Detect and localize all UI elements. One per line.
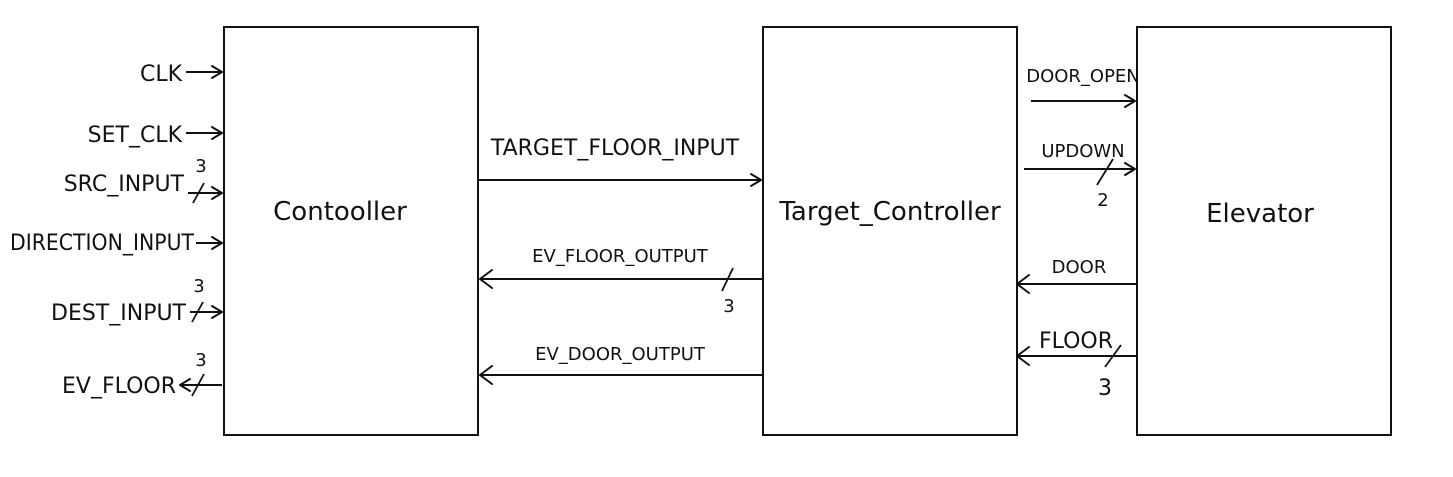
ev-floor-width: 3 (195, 350, 206, 371)
door-wire (1016, 274, 1137, 294)
src-input-label: SRC_INPUT (64, 172, 185, 197)
src-input-port (188, 182, 223, 204)
ev-floor-output-wire (479, 267, 763, 292)
set-clk-port (186, 126, 223, 140)
target-controller-block-label: Target_Controller (778, 197, 1001, 227)
controller-block (223, 26, 479, 436)
clk-port (186, 65, 223, 79)
dest-input-label: DEST_INPUT (51, 301, 187, 326)
ev-floor-label: EV_FLOOR (62, 374, 176, 399)
target-floor-input-label: TARGET_FLOOR_INPUT (490, 136, 740, 161)
floor-width: 3 (1098, 376, 1112, 401)
elevator-block (1136, 26, 1392, 436)
ev-door-output-label: EV_DOOR_OUTPUT (535, 344, 706, 365)
set-clk-label: SET_CLK (88, 123, 183, 148)
target-floor-input-wire (478, 173, 762, 187)
updown-wire (1024, 158, 1136, 186)
updown-label: UPDOWN (1041, 141, 1124, 162)
direction-input-label: DIRECTION_INPUT (10, 231, 195, 256)
door-label: DOOR (1052, 257, 1107, 278)
ev-floor-port (179, 373, 222, 397)
clk-label: CLK (140, 62, 183, 87)
target-controller-block (762, 26, 1018, 436)
ev-floor-output-label: EV_FLOOR_OUTPUT (532, 246, 709, 267)
direction-input-port (196, 236, 223, 250)
src-input-width: 3 (195, 156, 206, 177)
dest-input-width: 3 (193, 276, 204, 297)
ev-floor-output-width: 3 (723, 296, 734, 317)
floor-label: FLOOR (1039, 329, 1113, 354)
controller-block-label: Contooller (273, 197, 407, 227)
door-open-wire (1031, 94, 1136, 108)
door-open-label: DOOR_OPEN (1026, 66, 1140, 87)
elevator-block-label: Elevator (1206, 199, 1314, 229)
ev-door-output-wire (479, 365, 763, 385)
floor-wire (1016, 344, 1137, 368)
updown-width: 2 (1097, 190, 1108, 211)
dest-input-port (190, 301, 223, 323)
